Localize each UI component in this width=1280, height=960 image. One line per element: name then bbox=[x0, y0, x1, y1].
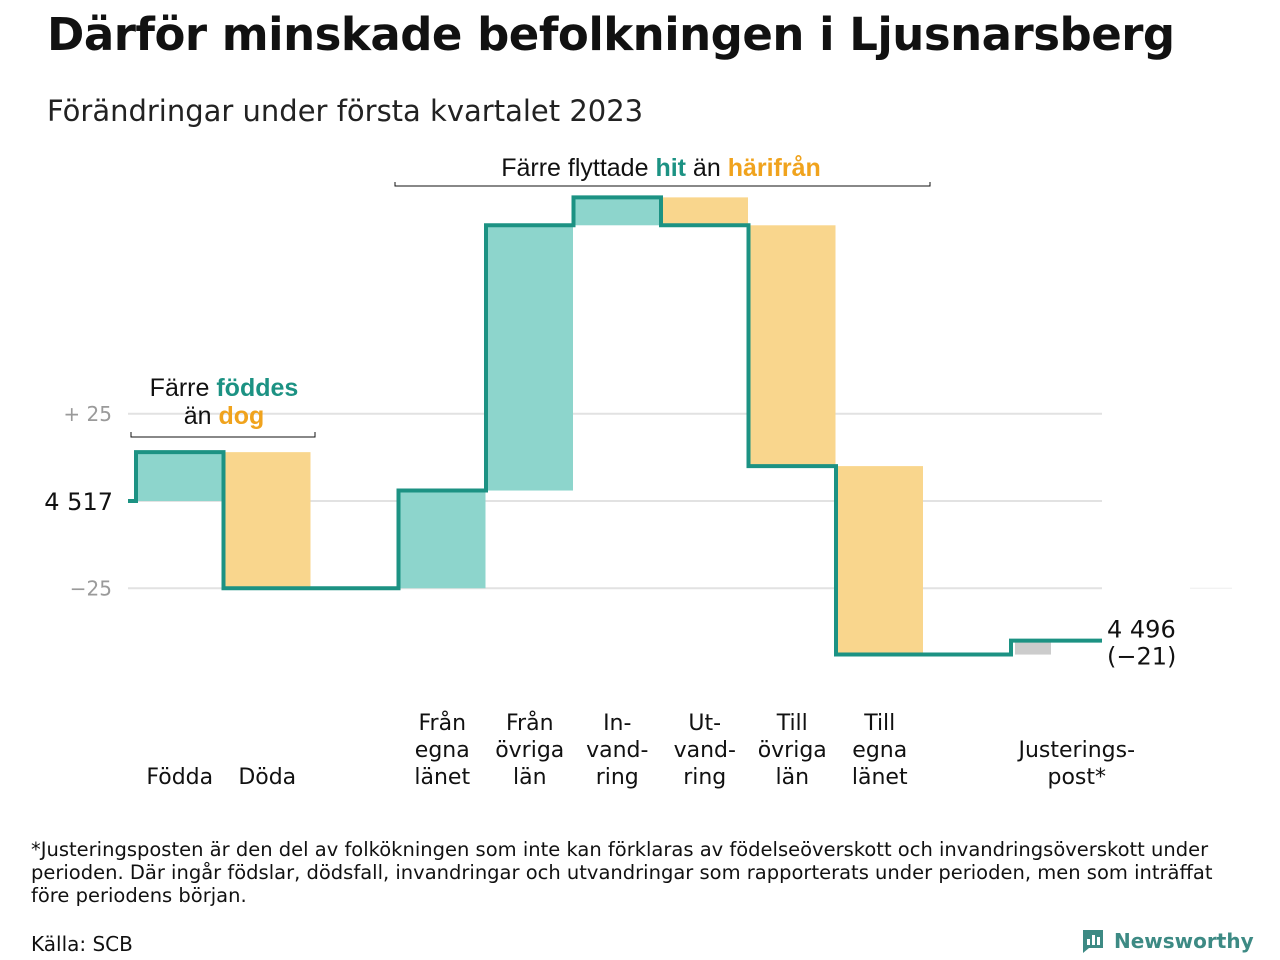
category-label: egna bbox=[415, 738, 470, 763]
category-label: Ut- bbox=[688, 711, 721, 736]
category-label: Justerings- bbox=[1016, 738, 1135, 763]
category-label: Till bbox=[863, 711, 895, 736]
category-label: Till bbox=[776, 711, 808, 736]
y-tick-label: −25 bbox=[70, 576, 112, 600]
waterfall-bar-1 bbox=[223, 452, 311, 589]
waterfall-bar-8 bbox=[836, 466, 923, 655]
waterfall-bar-3 bbox=[398, 490, 486, 589]
waterfall-bar-7 bbox=[748, 225, 836, 467]
annotation-births-bracket bbox=[130, 432, 316, 438]
category-label: länet bbox=[852, 765, 908, 790]
category-label: vand- bbox=[674, 738, 736, 763]
category-label: Födda bbox=[146, 765, 213, 790]
category-label: post* bbox=[1047, 765, 1106, 790]
newsworthy-logo-icon bbox=[1083, 930, 1103, 953]
chart-title: Därför minskade befolkningen i Ljusnarsb… bbox=[47, 8, 1175, 61]
waterfall-bar-10 bbox=[1015, 640, 1051, 655]
footnote: *Justeringsposten är den del av folkökni… bbox=[31, 838, 1213, 907]
category-label: egna bbox=[852, 738, 907, 763]
chart-subtitle: Förändringar under första kvartalet 2023 bbox=[47, 94, 644, 128]
annotation-births-line1: Färre föddes bbox=[150, 374, 299, 402]
brand-name: Newsworthy bbox=[1114, 929, 1254, 953]
category-label: övriga bbox=[495, 738, 564, 763]
y-tick-label: + 25 bbox=[63, 402, 112, 426]
end-value-label: 4 496 bbox=[1107, 616, 1176, 644]
category-label: län bbox=[775, 765, 809, 790]
annotation-migration-bracket bbox=[394, 182, 931, 187]
category-label: övriga bbox=[758, 738, 827, 763]
annotation-migration: Färre flyttade hit än härifrån bbox=[501, 154, 821, 182]
waterfall-bar-5 bbox=[573, 197, 661, 226]
waterfall-bar-0 bbox=[136, 452, 223, 501]
category-label: ring bbox=[683, 765, 726, 790]
category-label: ring bbox=[596, 765, 639, 790]
start-value-label: 4 517 bbox=[44, 488, 113, 516]
category-label: länet bbox=[414, 765, 470, 790]
annotation-births-line2: än dog bbox=[184, 402, 265, 430]
end-change-label: (−21) bbox=[1107, 643, 1176, 671]
brand-logo: Newsworthy bbox=[1080, 928, 1254, 954]
cumulative-step-line bbox=[128, 195, 1102, 657]
category-label: vand- bbox=[586, 738, 648, 763]
category-label: Från bbox=[506, 710, 554, 736]
category-label: län bbox=[513, 765, 547, 790]
waterfall-bar-6 bbox=[661, 197, 748, 226]
category-label: Döda bbox=[238, 765, 296, 790]
category-label: In- bbox=[603, 711, 631, 736]
waterfall-bar-4 bbox=[486, 225, 573, 491]
category-label: Från bbox=[418, 710, 466, 736]
source-credit: Källa: SCB bbox=[31, 932, 133, 956]
